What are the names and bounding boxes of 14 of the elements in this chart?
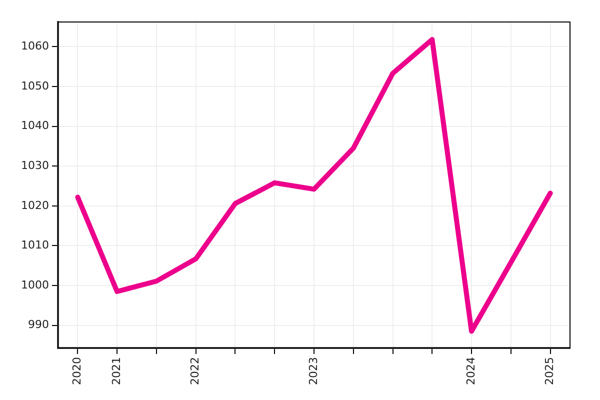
y-tick-label: 990: [28, 318, 49, 332]
y-tick-label: 1060: [20, 40, 49, 53]
x-tick-label: 2020: [70, 357, 84, 386]
y-tick-label: 1020: [20, 198, 49, 212]
x-tick-label: 2021: [110, 357, 123, 386]
y-tick-label: 1030: [20, 158, 49, 172]
x-tick-label: 2024: [464, 357, 478, 386]
y-tick-label: 1040: [20, 119, 49, 132]
x-tick-label: 2022: [188, 357, 202, 386]
x-tick-label: 2025: [543, 357, 556, 386]
y-tick-label: 1050: [20, 79, 49, 92]
y-tick-label: 1010: [20, 238, 49, 252]
y-tick-label: 1000: [20, 278, 49, 292]
x-tick-label: 2023: [306, 357, 320, 386]
